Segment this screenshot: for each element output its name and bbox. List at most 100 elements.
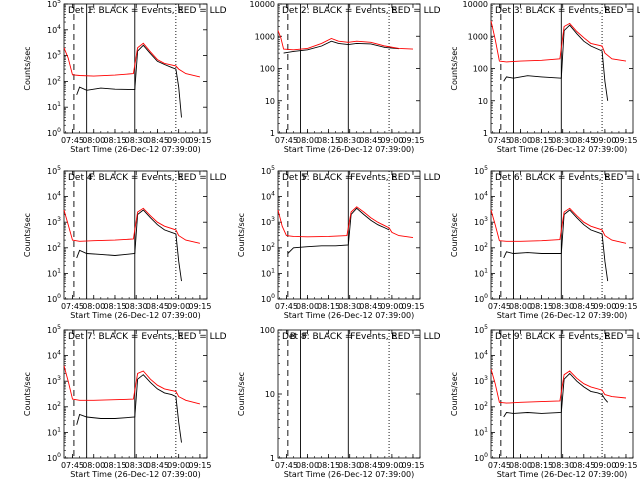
series-line-events	[283, 40, 399, 54]
panel-title: Det 1: BLACK = Events, RED = LLD	[68, 6, 227, 16]
time-marker-label: F	[350, 173, 355, 183]
y-tick-exponent: 1	[484, 426, 488, 433]
y-tick-exponent: 0	[484, 293, 488, 300]
x-tick-label: 08:00	[82, 302, 105, 311]
x-tick-label: 08:45	[359, 302, 382, 311]
x-tick-label: 08:15	[103, 136, 126, 145]
y-tick-exponent: 3	[57, 50, 61, 57]
y-tick-exponent: 4	[484, 350, 488, 357]
detector-panel-4: Det 4: BLACK = Events, RED = LLD10010110…	[23, 165, 227, 320]
x-tick-label: 08:15	[103, 302, 126, 311]
x-axis-label: Start Time (26-Dec-12 07:39:00)	[497, 470, 628, 479]
x-axis-label: Start Time (26-Dec-12 07:39:00)	[70, 145, 201, 154]
time-marker-label: F	[302, 332, 307, 342]
panel-title: Det 7: BLACK = Events, RED = LLD	[68, 332, 227, 342]
y-tick-exponent: 5	[484, 324, 488, 331]
x-tick-label: 08:30	[338, 302, 361, 311]
y-tick-exponent: 2	[57, 401, 61, 408]
x-tick-label: 09:00	[380, 461, 403, 470]
x-tick-label: 08:45	[146, 302, 169, 311]
series-line-lld	[490, 368, 627, 404]
series-line-events	[76, 209, 182, 282]
y-tick-label: 103	[47, 50, 61, 61]
plot-frame	[490, 329, 634, 459]
x-tick-label: 08:15	[317, 302, 340, 311]
series-line-events	[503, 372, 609, 418]
time-marker-label: E	[178, 332, 184, 342]
y-tick-exponent: 4	[57, 350, 61, 357]
y-tick-label: 101	[47, 101, 61, 112]
y-tick-exponent: 3	[484, 375, 488, 382]
plot-frame	[277, 170, 421, 300]
detector-panel-8: Det 8: BLACK = Events, RED = LLD 1 10 100 Co…	[237, 326, 441, 479]
y-tick-exponent: 4	[57, 24, 61, 31]
y-tick-label: 10	[478, 97, 488, 106]
detector-panel-6: Det 6: BLACK = Events, RED = LLD10010110…	[450, 165, 640, 320]
x-tick-label: 08:00	[296, 302, 319, 311]
x-tick-label: 08:30	[551, 302, 574, 311]
x-tick-label: 09:00	[593, 302, 616, 311]
x-tick-label: 07:45	[488, 302, 511, 311]
time-marker-label: E	[391, 6, 397, 16]
x-tick-label: 08:30	[338, 136, 361, 145]
y-tick-label: 103	[474, 375, 488, 386]
series-line-events	[287, 207, 390, 254]
y-tick-label: 104	[47, 24, 61, 35]
y-tick-label: 102	[47, 401, 61, 412]
y-tick-label: 104	[47, 191, 61, 202]
x-axis-label: Start Time (26-Dec-12 07:39:00)	[284, 311, 415, 320]
x-tick-label: 08:00	[509, 461, 532, 470]
x-axis-label: Start Time (26-Dec-12 07:39:00)	[284, 145, 415, 154]
y-tick-exponent: 4	[271, 191, 275, 198]
y-tick-label: 100	[47, 127, 61, 138]
x-tick-label: 08:00	[509, 136, 532, 145]
x-axis-label: Start Time (26-Dec-12 07:39:00)	[70, 311, 201, 320]
time-marker-label: E	[178, 6, 184, 16]
y-tick-exponent: 3	[57, 375, 61, 382]
series-line-events	[76, 374, 182, 443]
plot-frame	[490, 170, 634, 300]
y-tick-label: 100	[473, 65, 488, 74]
y-tick-exponent: 1	[57, 267, 61, 274]
time-marker-label: E	[604, 6, 610, 16]
y-tick-label: 100	[261, 293, 275, 304]
x-tick-label: 09:00	[380, 302, 403, 311]
plot-frame	[63, 170, 208, 300]
y-tick-label: 103	[47, 375, 61, 386]
plot-frame	[277, 3, 421, 134]
x-tick-label: 08:45	[572, 461, 595, 470]
x-tick-label: 07:45	[61, 461, 84, 470]
y-axis-label: Counts/sec	[237, 372, 246, 416]
y-tick-exponent: 3	[271, 216, 275, 223]
x-tick-label: 07:45	[61, 136, 84, 145]
y-tick-label: 100	[260, 326, 275, 335]
y-tick-exponent: 0	[57, 293, 61, 300]
x-tick-label: 07:45	[275, 302, 298, 311]
y-tick-label: 101	[474, 426, 488, 437]
time-marker-label: B	[290, 332, 296, 342]
detector-panel-7: Det 7: BLACK = Events, RED = LLD10010110…	[23, 324, 227, 479]
x-tick-label: 09:15	[401, 302, 424, 311]
x-tick-label: 08:45	[359, 136, 382, 145]
x-tick-label: 08:15	[530, 136, 553, 145]
y-tick-exponent: 0	[57, 127, 61, 134]
x-tick-label: 09:00	[593, 136, 616, 145]
y-tick-label: 102	[474, 242, 488, 253]
series-line-lld	[63, 365, 201, 405]
x-axis-label: Start Time (26-Dec-12 07:39:00)	[70, 470, 201, 479]
time-marker-label: E	[604, 332, 610, 342]
time-marker-label: F	[350, 332, 355, 342]
y-axis-label: Counts/sec	[450, 46, 459, 90]
x-tick-label: 08:45	[572, 302, 595, 311]
y-tick-label: 101	[261, 267, 275, 278]
y-tick-label: 102	[47, 242, 61, 253]
x-tick-label: 09:00	[167, 302, 190, 311]
y-tick-label: 105	[47, 0, 61, 9]
y-tick-label: 105	[47, 165, 61, 176]
x-tick-label: 08:30	[551, 136, 574, 145]
y-tick-label: 1	[270, 454, 275, 463]
panel-title: Det 3: BLACK = Events, RED = LLD	[495, 6, 640, 16]
y-tick-exponent: 5	[57, 0, 61, 5]
plot-frame	[63, 3, 208, 134]
